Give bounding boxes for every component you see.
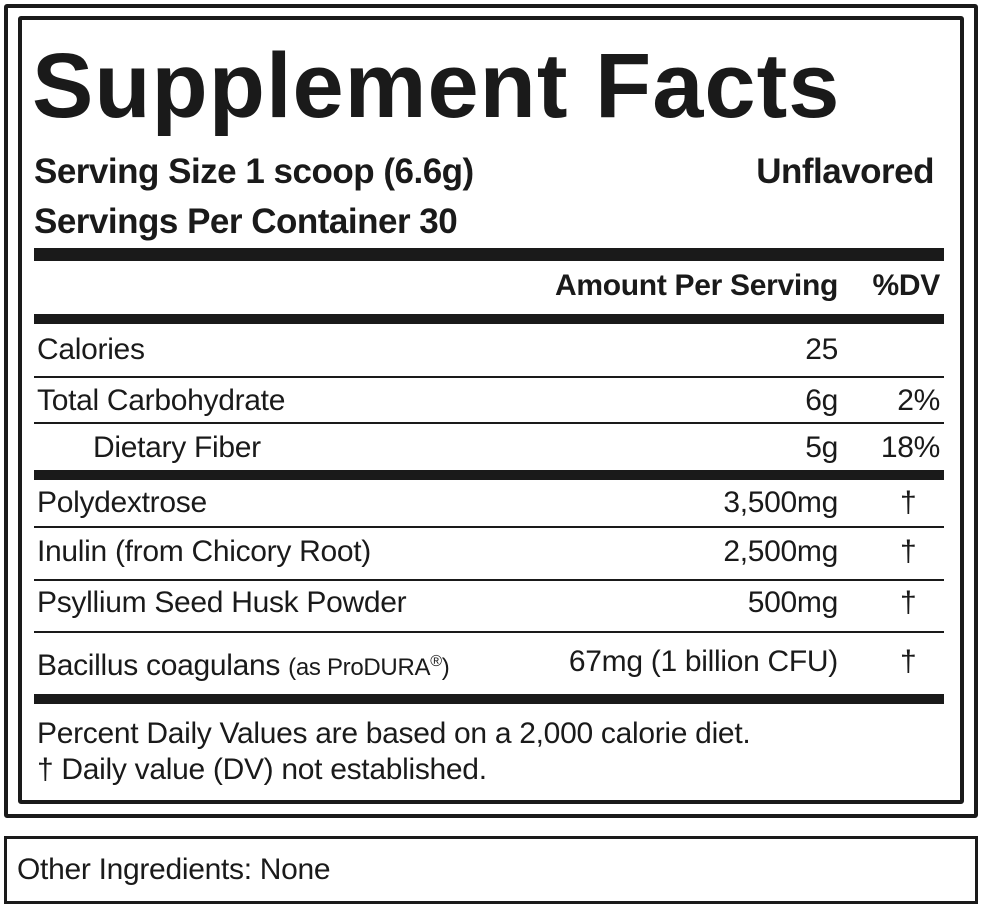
row-amount: 67mg (1 billion CFU) xyxy=(568,645,838,678)
ingredient-source: (as ProDURA®) xyxy=(288,653,450,681)
source-close: ) xyxy=(441,654,450,681)
row-name: Calories xyxy=(37,333,145,366)
other-ingredients-box: Other Ingredients: None xyxy=(4,836,978,904)
row-amount: 6g xyxy=(805,384,838,417)
footnote-dagger: † Daily value (DV) not established. xyxy=(37,753,487,786)
other-ingredients-text: Other Ingredients: None xyxy=(17,853,331,886)
dagger-symbol: † xyxy=(900,645,917,678)
servings-per-container: Servings Per Container 30 xyxy=(34,202,458,241)
footnote-daily-values: Percent Daily Values are based on a 2,00… xyxy=(37,717,751,750)
row-amount: 25 xyxy=(805,333,838,366)
dv-header: %DV xyxy=(872,269,941,302)
row-divider xyxy=(34,422,944,424)
source-text: (as ProDURA xyxy=(288,654,431,681)
medium-divider xyxy=(34,470,944,480)
panel-title: Supplement Facts xyxy=(32,35,841,137)
row-name: Inulin (from Chicory Root) xyxy=(37,535,371,568)
amount-header: Amount Per Serving xyxy=(555,269,838,302)
row-divider xyxy=(34,631,944,633)
row-divider xyxy=(34,579,944,581)
row-dv: 2% xyxy=(897,384,940,417)
supplement-facts-inner-border xyxy=(18,16,964,804)
row-name: Dietary Fiber xyxy=(93,431,261,464)
row-amount: 3,500mg xyxy=(723,486,838,519)
flavor: Unflavored xyxy=(756,152,934,191)
ingredient-name: Bacillus coagulans xyxy=(37,649,281,682)
row-name: Polydextrose xyxy=(37,486,207,519)
row-divider xyxy=(34,526,944,528)
dagger-symbol: † xyxy=(900,486,917,519)
row-divider xyxy=(34,376,944,378)
row-amount: 2,500mg xyxy=(723,535,838,568)
supplement-facts-outer-border xyxy=(4,4,978,818)
medium-divider xyxy=(34,694,944,704)
row-name: Psyllium Seed Husk Powder xyxy=(37,586,407,619)
row-amount: 500mg xyxy=(747,586,839,619)
row-dv: 18% xyxy=(880,431,940,464)
medium-divider xyxy=(34,314,944,324)
row-name: Total Carbohydrate xyxy=(37,384,286,417)
dagger-symbol: † xyxy=(900,586,917,619)
dagger-symbol: † xyxy=(900,535,917,568)
thick-divider xyxy=(34,248,944,261)
row-name-bacillus: Bacillus coagulans (as ProDURA®) xyxy=(37,644,450,686)
registered-mark: ® xyxy=(430,653,442,670)
row-amount: 5g xyxy=(805,431,838,464)
serving-size: Serving Size 1 scoop (6.6g) xyxy=(34,152,474,191)
